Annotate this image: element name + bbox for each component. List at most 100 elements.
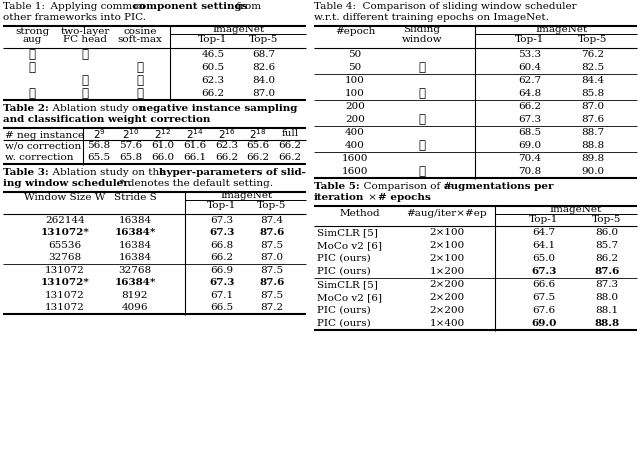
Text: 66.6: 66.6	[532, 280, 556, 289]
Text: ✓: ✓	[29, 87, 35, 100]
Text: from: from	[233, 2, 261, 11]
Text: 65.8: 65.8	[119, 153, 142, 163]
Text: ✓: ✓	[136, 61, 143, 74]
Text: two-layer: two-layer	[60, 26, 109, 36]
Text: 88.8: 88.8	[595, 319, 620, 328]
Text: 66.2: 66.2	[211, 253, 234, 262]
Text: 131072: 131072	[45, 266, 85, 275]
Text: ImageNet: ImageNet	[212, 25, 264, 35]
Text: Applying common: Applying common	[44, 2, 148, 11]
Text: 60.4: 60.4	[518, 63, 541, 72]
Text: 67.5: 67.5	[532, 293, 556, 302]
Text: 65.6: 65.6	[246, 141, 270, 151]
Text: 69.0: 69.0	[531, 319, 557, 328]
Text: augmentations per: augmentations per	[444, 182, 554, 191]
Text: Table 2:: Table 2:	[3, 104, 49, 113]
Text: 76.2: 76.2	[581, 50, 605, 59]
Text: ✓: ✓	[419, 113, 426, 126]
Text: 67.3: 67.3	[518, 115, 541, 124]
Text: 67.1: 67.1	[211, 291, 234, 300]
Text: 62.3: 62.3	[202, 76, 225, 85]
Text: 89.8: 89.8	[581, 154, 605, 163]
Text: 64.1: 64.1	[532, 241, 556, 250]
Text: ✓: ✓	[136, 87, 143, 100]
Text: 56.8: 56.8	[88, 141, 111, 151]
Text: 87.6: 87.6	[595, 267, 620, 276]
Text: 87.0: 87.0	[581, 102, 605, 111]
Text: 88.7: 88.7	[581, 128, 605, 137]
Text: 1×200: 1×200	[429, 267, 465, 276]
Text: 87.5: 87.5	[260, 291, 284, 300]
Text: PIC (ours): PIC (ours)	[317, 306, 371, 315]
Text: 66.2: 66.2	[518, 102, 541, 111]
Text: 32768: 32768	[49, 253, 81, 262]
Text: $2^{16}$: $2^{16}$	[218, 127, 235, 141]
Text: 2×100: 2×100	[429, 228, 465, 237]
Text: ImageNet: ImageNet	[549, 205, 602, 213]
Text: ✓: ✓	[419, 165, 426, 178]
Text: 82.6: 82.6	[252, 63, 276, 72]
Text: 84.0: 84.0	[252, 76, 276, 85]
Text: and classification weight correction: and classification weight correction	[3, 115, 211, 124]
Text: FC head: FC head	[63, 35, 107, 43]
Text: ✓: ✓	[81, 74, 88, 87]
Text: Top-5: Top-5	[579, 35, 608, 43]
Text: 87.6: 87.6	[259, 278, 285, 287]
Text: 67.6: 67.6	[532, 306, 556, 315]
Text: 2×100: 2×100	[429, 254, 465, 263]
Text: 66.5: 66.5	[211, 303, 234, 312]
Text: Sliding: Sliding	[403, 25, 440, 35]
Text: 84.4: 84.4	[581, 76, 605, 85]
Text: 16384: 16384	[118, 253, 152, 262]
Text: w/o correction: w/o correction	[5, 141, 81, 151]
Text: ×: ×	[365, 193, 380, 202]
Text: 2×200: 2×200	[429, 293, 465, 302]
Text: 67.3: 67.3	[211, 216, 234, 225]
Text: 87.5: 87.5	[260, 266, 284, 275]
Text: Method: Method	[340, 208, 380, 218]
Text: PIC (ours): PIC (ours)	[317, 267, 371, 276]
Text: ImageNet: ImageNet	[221, 192, 273, 201]
Text: iteration: iteration	[314, 193, 364, 202]
Text: Comparison of #: Comparison of #	[357, 182, 456, 191]
Text: 87.5: 87.5	[260, 241, 284, 250]
Text: 86.0: 86.0	[595, 228, 619, 237]
Text: 85.8: 85.8	[581, 89, 605, 98]
Text: MoCo v2 [6]: MoCo v2 [6]	[317, 241, 382, 250]
Text: 65.0: 65.0	[532, 254, 556, 263]
Text: 131072: 131072	[45, 303, 85, 312]
Text: Top-5: Top-5	[250, 35, 278, 43]
Text: window: window	[402, 35, 442, 43]
Text: Top-5: Top-5	[592, 214, 621, 224]
Text: ImageNet: ImageNet	[536, 25, 588, 35]
Text: 68.5: 68.5	[518, 128, 541, 137]
Text: 65536: 65536	[49, 241, 81, 250]
Text: # neg instance: # neg instance	[5, 131, 84, 140]
Text: ✓: ✓	[81, 48, 88, 61]
Text: $2^{9}$: $2^{9}$	[93, 127, 106, 141]
Text: ✓: ✓	[29, 61, 35, 74]
Text: 67.3: 67.3	[531, 267, 557, 276]
Text: Top-1: Top-1	[207, 201, 237, 209]
Text: 87.3: 87.3	[595, 280, 619, 289]
Text: ✓: ✓	[419, 87, 426, 100]
Text: Table 3:: Table 3:	[3, 168, 49, 177]
Text: ✓: ✓	[136, 74, 143, 87]
Text: 87.6: 87.6	[259, 228, 285, 237]
Text: 67.3: 67.3	[209, 278, 235, 287]
Text: 66.2: 66.2	[246, 153, 270, 163]
Text: $2^{12}$: $2^{12}$	[154, 127, 172, 141]
Text: 53.3: 53.3	[518, 50, 541, 59]
Text: 16384: 16384	[118, 241, 152, 250]
Text: Stride S: Stride S	[114, 193, 156, 201]
Text: 82.5: 82.5	[581, 63, 605, 72]
Text: 64.7: 64.7	[532, 228, 556, 237]
Text: ✓: ✓	[419, 61, 426, 74]
Text: 66.8: 66.8	[211, 241, 234, 250]
Text: soft-max: soft-max	[118, 35, 163, 43]
Text: 61.0: 61.0	[151, 141, 174, 151]
Text: 100: 100	[345, 76, 365, 85]
Text: 16384*: 16384*	[115, 278, 156, 287]
Text: 87.0: 87.0	[252, 89, 276, 98]
Text: .: .	[427, 193, 430, 202]
